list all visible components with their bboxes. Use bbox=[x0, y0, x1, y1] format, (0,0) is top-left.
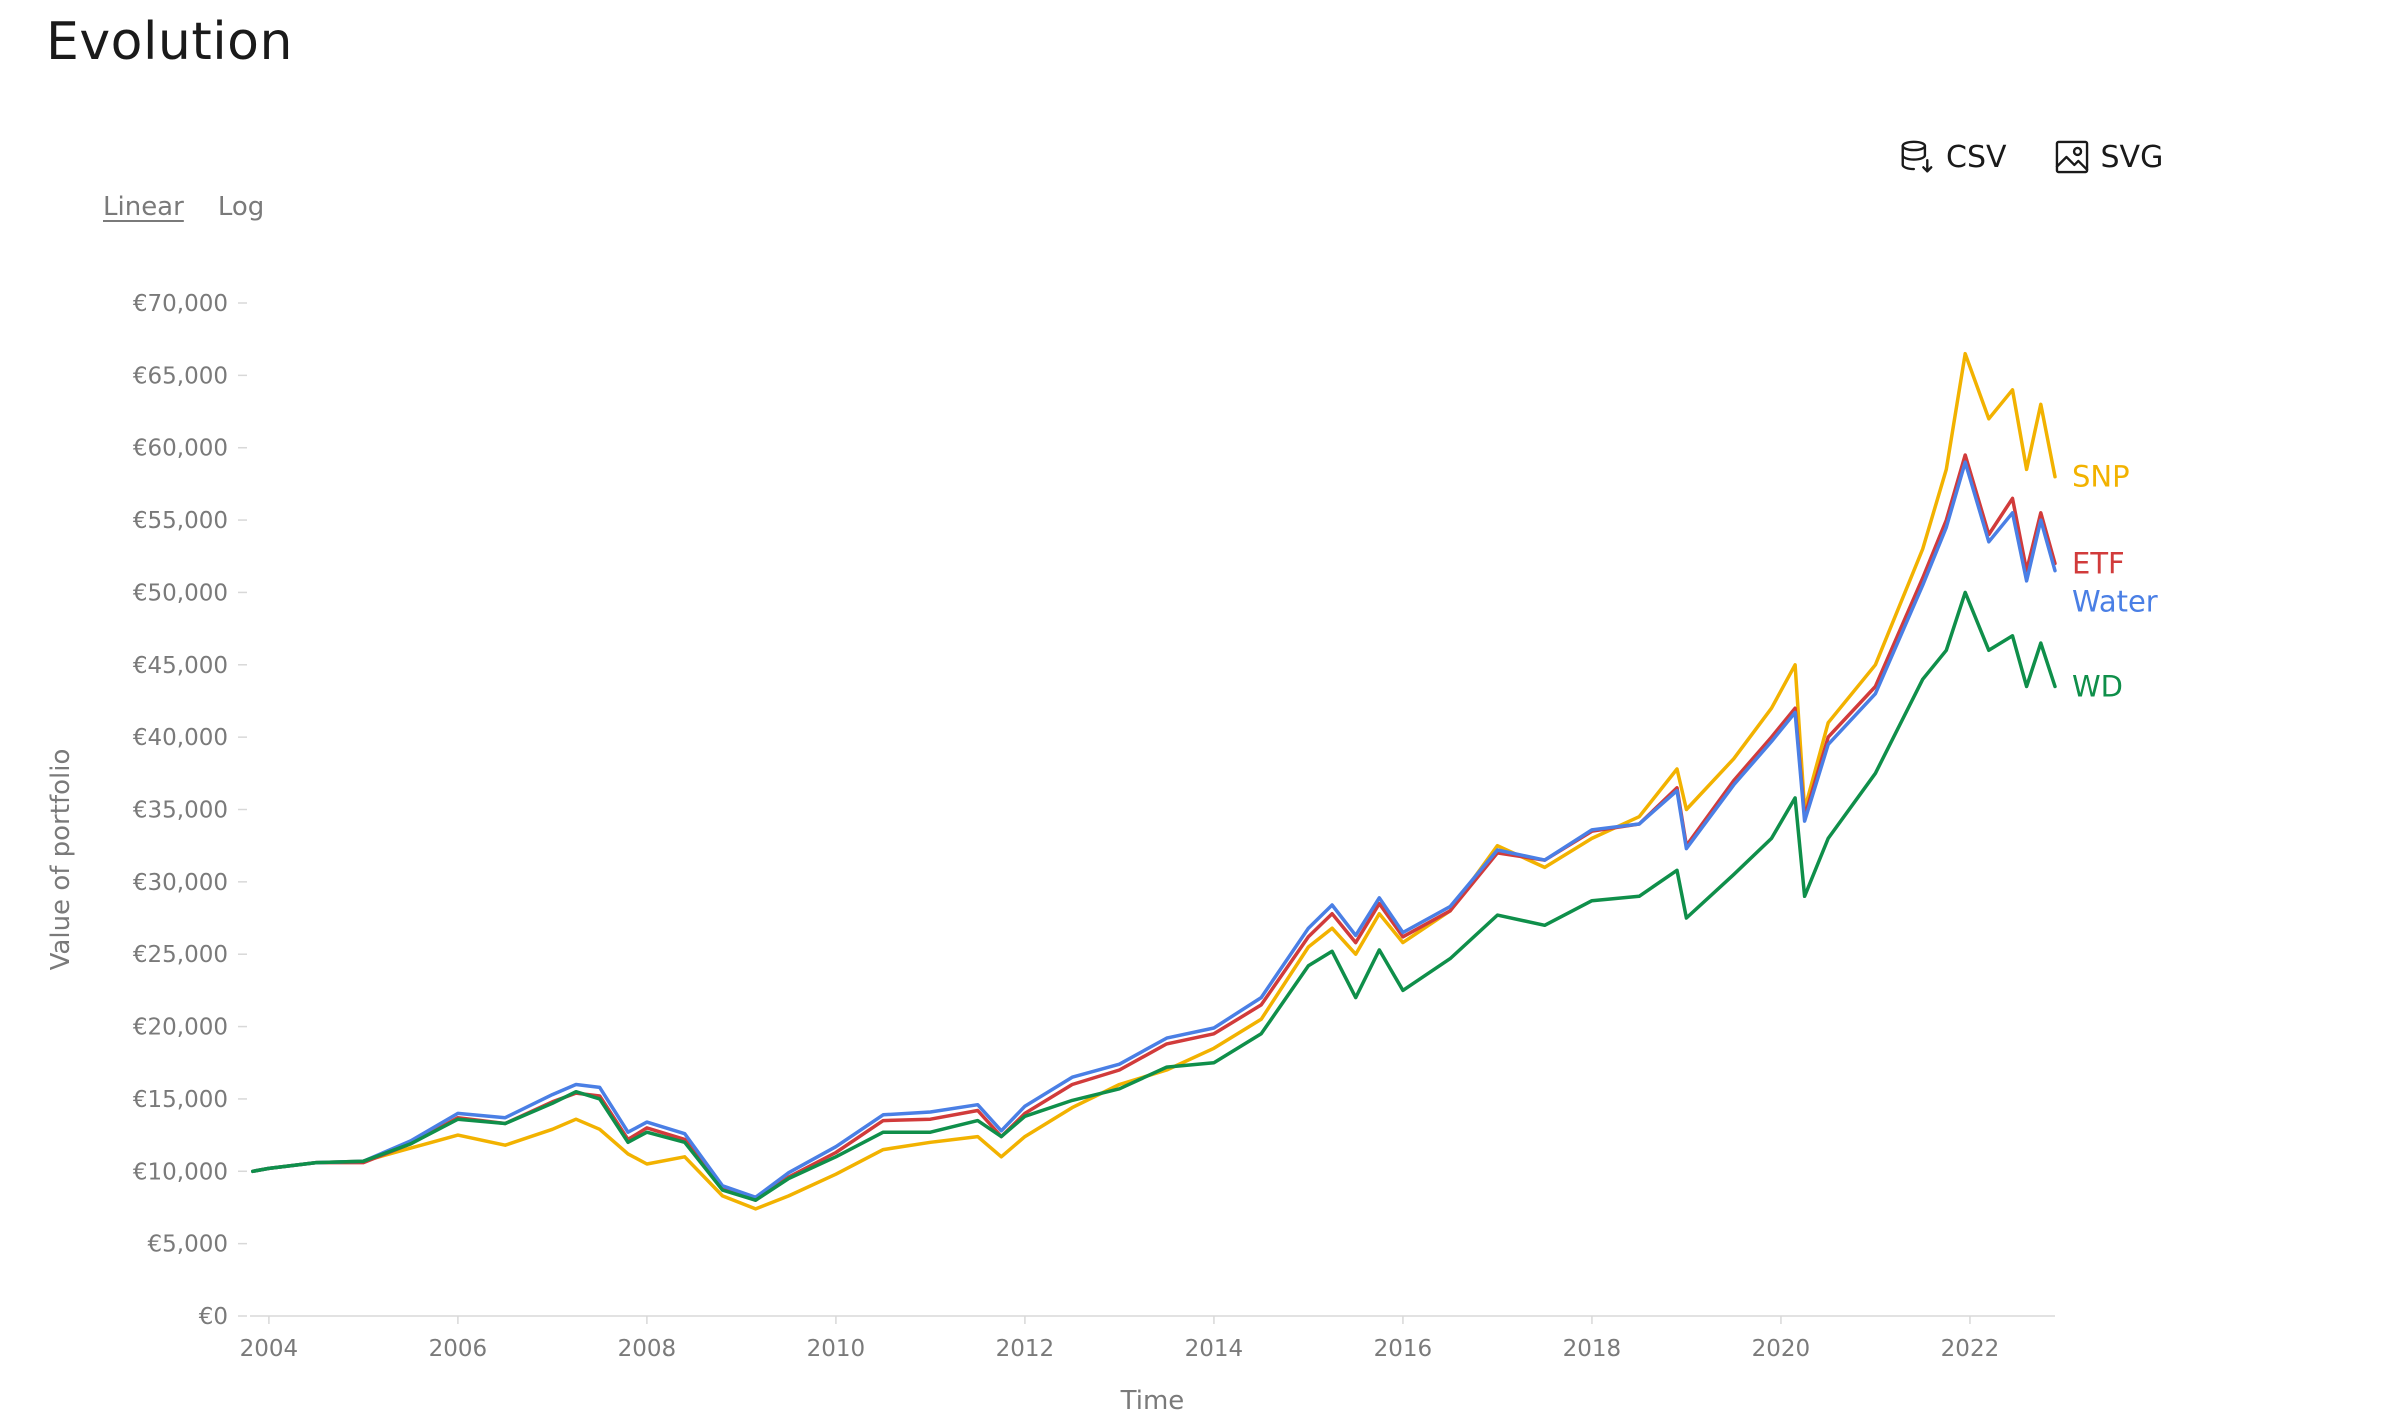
series-label-snp: SNP bbox=[2072, 460, 2130, 494]
x-tick-label: 2014 bbox=[1185, 1336, 1244, 1362]
chart-series-labels: SNP ETF Water WD bbox=[2072, 460, 2158, 704]
export-toolbar: CSV SVG bbox=[1898, 138, 2163, 176]
x-tick-label: 2018 bbox=[1563, 1336, 1622, 1362]
x-tick-label: 2012 bbox=[996, 1336, 1055, 1362]
export-csv-button[interactable]: CSV bbox=[1898, 138, 2007, 176]
y-tick-label: €5,000 bbox=[148, 1232, 228, 1258]
series-label-wd: WD bbox=[2072, 669, 2123, 703]
chart-series-lines bbox=[251, 351, 2057, 1211]
export-svg-button[interactable]: SVG bbox=[2053, 138, 2164, 176]
y-tick-label: €45,000 bbox=[133, 653, 228, 679]
x-tick-label: 2022 bbox=[1941, 1336, 2000, 1362]
y-tick-label: €40,000 bbox=[133, 725, 228, 751]
y-tick-label: €70,000 bbox=[133, 291, 228, 317]
y-tick-label: €10,000 bbox=[133, 1159, 228, 1185]
y-tick-label: €50,000 bbox=[133, 580, 228, 606]
scale-toggle: Linear Log bbox=[103, 192, 264, 222]
series-label-water: Water bbox=[2072, 584, 2158, 618]
export-csv-label: CSV bbox=[1946, 139, 2007, 175]
chart-axes: €0 €5,000 €10,000 €15,000 €20,000 €25,000 €30,… bbox=[46, 291, 2055, 1416]
x-tick-label: 2008 bbox=[618, 1336, 677, 1362]
series-line-water bbox=[251, 460, 2057, 1200]
y-tick-label: €65,000 bbox=[133, 363, 228, 389]
y-tick-label: €15,000 bbox=[133, 1087, 228, 1113]
y-tick-label: €60,000 bbox=[133, 436, 228, 462]
x-tick-label: 2016 bbox=[1374, 1336, 1433, 1362]
x-axis-title: Time bbox=[1120, 1386, 1185, 1416]
image-icon bbox=[2055, 140, 2088, 174]
series-label-etf: ETF bbox=[2072, 546, 2125, 580]
y-tick-label: €25,000 bbox=[133, 942, 228, 968]
y-axis-title: Value of portfolio bbox=[46, 749, 76, 971]
scale-option-linear[interactable]: Linear bbox=[103, 192, 184, 222]
y-tick-label: €0 bbox=[199, 1304, 228, 1330]
y-tick-label: €30,000 bbox=[133, 870, 228, 896]
x-tick-label: 2004 bbox=[240, 1336, 299, 1362]
x-tick-label: 2020 bbox=[1752, 1336, 1811, 1362]
page-title: Evolution bbox=[46, 12, 293, 72]
series-line-wd bbox=[251, 590, 2057, 1202]
x-tick-label: 2010 bbox=[807, 1336, 866, 1362]
scale-option-log[interactable]: Log bbox=[217, 192, 265, 222]
export-svg-label: SVG bbox=[2100, 139, 2164, 175]
y-tick-label: €55,000 bbox=[133, 508, 228, 534]
database-download-icon bbox=[1901, 140, 1933, 173]
y-tick-label: €35,000 bbox=[133, 798, 228, 824]
x-tick-label: 2006 bbox=[429, 1336, 488, 1362]
y-tick-label: €20,000 bbox=[133, 1015, 228, 1041]
series-line-snp bbox=[251, 351, 2057, 1211]
series-line-etf bbox=[251, 453, 2057, 1202]
